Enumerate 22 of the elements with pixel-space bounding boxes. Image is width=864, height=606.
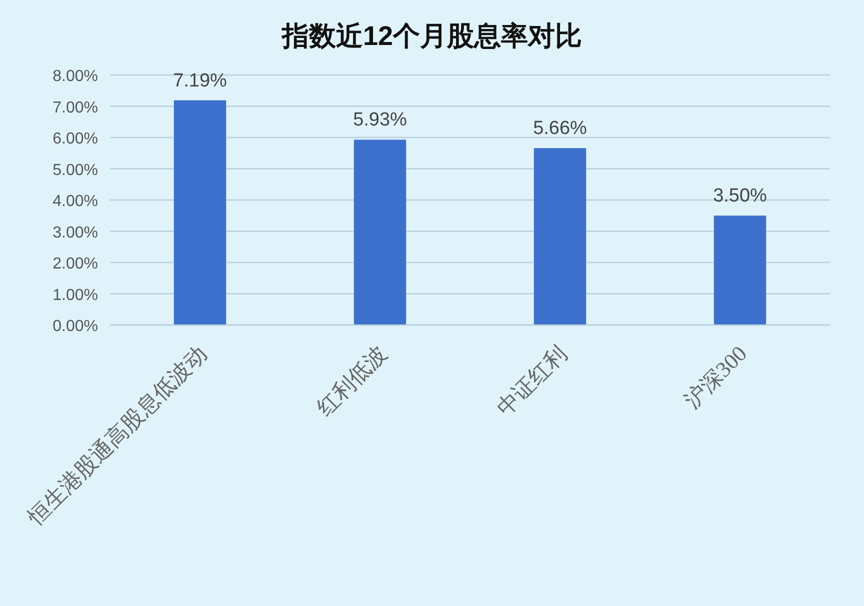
- bar: [174, 100, 226, 325]
- data-label: 5.66%: [533, 118, 588, 140]
- x-tick-label: 红利低波: [312, 340, 392, 421]
- y-tick-label: 8.00%: [52, 68, 98, 85]
- y-tick-label: 6.00%: [52, 130, 98, 148]
- y-tick-label: 1.00%: [52, 286, 98, 304]
- x-tick-label: 中证红利: [492, 340, 572, 421]
- y-tick-label: 7.00%: [52, 99, 98, 116]
- x-tick-label: 恒生港股通高股息低波动: [22, 340, 212, 530]
- data-label: 3.50%: [713, 186, 768, 207]
- y-tick-label: 3.00%: [52, 224, 98, 242]
- bar: [354, 140, 406, 325]
- bar: [714, 216, 766, 325]
- y-tick-label: 5.00%: [52, 162, 98, 179]
- y-tick-label: 2.00%: [52, 256, 98, 272]
- chart-title: 指数近12个月股息率对比: [280, 21, 582, 51]
- data-label: 7.19%: [173, 70, 228, 92]
- data-label: 5.93%: [353, 110, 408, 131]
- bar: [534, 148, 586, 325]
- y-tick-label: 4.00%: [52, 193, 98, 210]
- y-tick-label: 0.00%: [52, 318, 98, 335]
- x-tick-label: 沪深300: [679, 340, 752, 413]
